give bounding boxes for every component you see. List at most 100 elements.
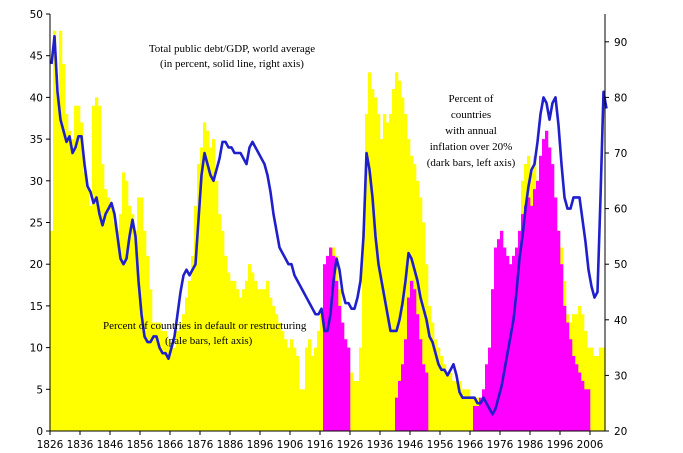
inflation-bar-1993: [551, 164, 555, 431]
default-bar-1869: [179, 322, 183, 431]
x-tick-label-1946: 1946: [397, 439, 424, 451]
x-tick-label-1826: 1826: [37, 439, 64, 451]
inflation-bar-1976: [500, 230, 504, 431]
left-tick-label-35: 35: [30, 134, 43, 146]
default-bar-2006: [590, 347, 594, 431]
default-bar-1949: [419, 197, 423, 431]
default-bar-1837: [83, 172, 87, 431]
default-bar-1832: [68, 130, 72, 431]
inflation-bar-1969: [479, 397, 483, 431]
default-bar-1941: [395, 72, 399, 431]
inflation-annotation: Percent of countries with annual inflati…: [427, 93, 516, 169]
default-bar-1931: [365, 114, 369, 431]
inflation-bar-1923: [341, 322, 345, 431]
default-bar-1895: [257, 289, 261, 431]
inflation-bar-2005: [587, 389, 591, 431]
default-bar-1862: [158, 322, 162, 431]
default-bar-1887: [233, 280, 237, 431]
default-bar-1841: [95, 97, 99, 432]
default-bar-1879: [209, 147, 213, 431]
default-bars: [50, 30, 606, 432]
inflation-bar-1949: [419, 339, 423, 431]
default-bar-1877: [203, 122, 207, 432]
default-bar-1962: [458, 380, 462, 431]
default-bar-1882: [218, 214, 222, 431]
default-bar-1829: [59, 30, 63, 432]
x-tick-label-1876: 1876: [187, 439, 214, 451]
inflation-bar-1998: [566, 322, 570, 431]
inflation-bar-1994: [554, 197, 558, 431]
default-bar-1880: [212, 139, 216, 431]
default-bar-1889: [239, 297, 243, 431]
default-bar-1894: [254, 280, 258, 431]
default-bar-1903: [281, 330, 285, 431]
inflation-bars: [323, 130, 591, 431]
inflation-bar-1978: [506, 255, 510, 431]
default-bar-1834: [74, 105, 78, 432]
default-bar-1851: [125, 180, 129, 431]
x-tick-label-1856: 1856: [127, 439, 154, 451]
default-bar-1951: [425, 264, 429, 431]
default-bar-1826: [50, 230, 54, 431]
default-bar-1870: [182, 314, 186, 431]
default-bar-1965: [467, 389, 471, 431]
default-bar-1872: [188, 280, 192, 431]
default-bar-1891: [245, 280, 249, 431]
default-bar-1835: [77, 105, 81, 432]
default-bar-1908: [296, 355, 300, 431]
inflation-bar-1970: [482, 389, 486, 431]
default-bar-1884: [224, 255, 228, 431]
default-bar-1964: [464, 389, 468, 431]
default-bar-1844: [104, 189, 108, 431]
default-bar-1838: [86, 189, 90, 431]
default-bar-1948: [416, 180, 420, 431]
default-bar-1926: [350, 372, 354, 431]
default-bar-1849: [119, 214, 123, 431]
right-tick-label-50: 50: [614, 259, 627, 271]
default-bar-1932: [368, 72, 372, 431]
x-tick-label-2006: 2006: [577, 439, 604, 451]
inflation-bar-1973: [491, 289, 495, 431]
default-bar-1871: [185, 297, 189, 431]
x-tick-label-1986: 1986: [517, 439, 544, 451]
x-tick-label-1976: 1976: [487, 439, 514, 451]
inflation-bar-1997: [563, 305, 567, 431]
inflation-bar-1984: [524, 205, 528, 431]
inflation-bar-1917: [323, 264, 327, 431]
inflation-bar-1918: [326, 255, 330, 431]
inflation-bar-1983: [521, 214, 525, 431]
inflation-bar-1919: [329, 247, 333, 431]
right-tick-label-40: 40: [614, 315, 627, 327]
inflation-bar-2000: [572, 355, 576, 431]
x-tick-label-1846: 1846: [97, 439, 124, 451]
default-bar-1836: [80, 122, 84, 432]
inflation-bar-1951: [425, 372, 429, 431]
inflation-annotation-line-4: inflation over 20%: [430, 141, 512, 153]
default-bar-1831: [65, 114, 69, 431]
default-bar-1864: [164, 330, 168, 431]
inflation-bar-1995: [557, 230, 561, 431]
default-bar-1830: [62, 64, 66, 431]
x-tick-label-1956: 1956: [427, 439, 454, 451]
default-bar-2002: [578, 305, 582, 431]
x-tick-label-1866: 1866: [157, 439, 184, 451]
default-bar-1960: [452, 380, 456, 431]
inflation-bar-1920: [332, 255, 336, 431]
default-bar-1902: [278, 322, 282, 431]
default-bar-1954: [434, 339, 438, 431]
default-bar-1905: [287, 347, 291, 431]
inflation-bar-1991: [545, 130, 549, 431]
default-bar-1859: [149, 289, 153, 431]
default-bar-1957: [443, 364, 447, 431]
debt-annotation: Total public debt/GDP, world average (in…: [149, 43, 315, 70]
default-bar-1953: [431, 322, 435, 431]
default-bar-1904: [284, 339, 288, 431]
inflation-bar-2001: [575, 364, 579, 431]
default-bar-1855: [137, 197, 141, 431]
left-tick-label-15: 15: [30, 301, 43, 313]
inflation-bar-1972: [488, 347, 492, 431]
default-bar-1896: [260, 289, 264, 431]
default-bar-2009: [599, 347, 603, 431]
default-bar-1909: [299, 389, 303, 431]
